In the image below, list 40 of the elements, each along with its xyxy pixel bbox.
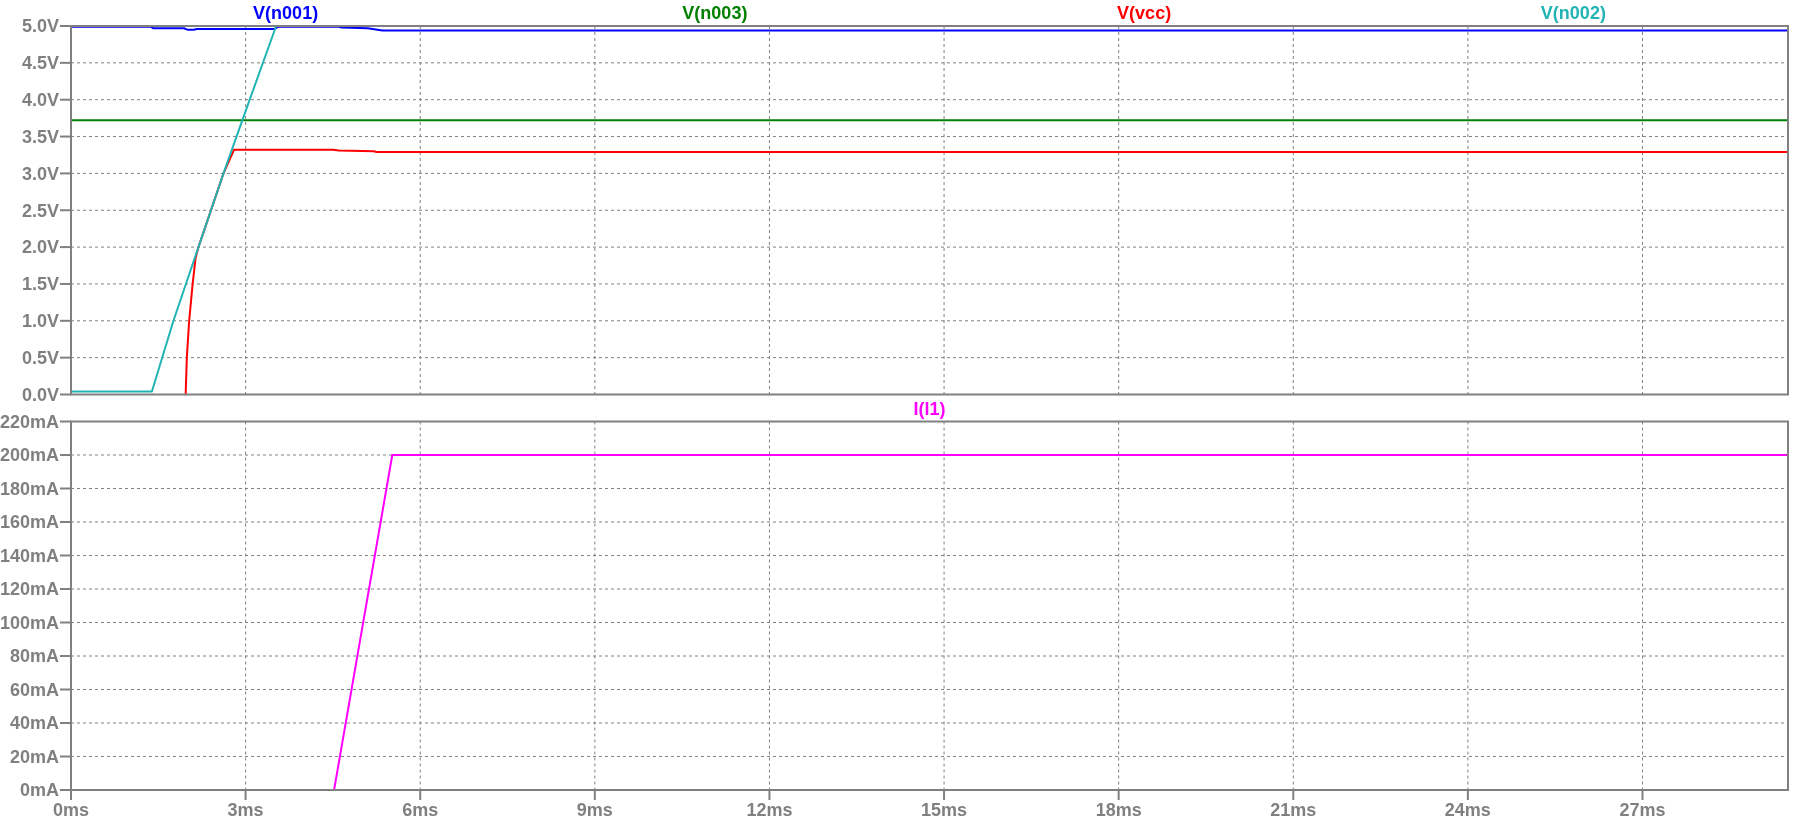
y-tick-label: 2.0V xyxy=(21,237,59,258)
y-tick-label: 1.5V xyxy=(21,274,59,295)
y-tick-label: 0mA xyxy=(19,780,59,801)
y-tick-label: 0.5V xyxy=(21,347,59,368)
y-tick-label: 1.0V xyxy=(21,311,59,332)
y-tick-label: 4.5V xyxy=(21,53,59,74)
y-tick-label: 120mA xyxy=(0,579,59,600)
y-tick-label: 200mA xyxy=(0,445,59,466)
x-tick-label: 21ms xyxy=(1270,800,1317,820)
y-tick-label: 60mA xyxy=(9,679,59,700)
y-tick-label: 4.0V xyxy=(21,90,59,110)
x-tick-label: 15ms xyxy=(921,800,968,820)
x-tick-label: 3ms xyxy=(227,800,264,820)
y-tick-label: 20mA xyxy=(9,746,59,767)
y-tick-label: 160mA xyxy=(0,512,59,533)
y-tick-label: 140mA xyxy=(0,545,59,566)
y-tick-label: 3.5V xyxy=(21,126,59,147)
line-series xyxy=(184,148,1789,396)
y-tick-label: 40mA xyxy=(9,713,59,734)
y-tick-label: 3.0V xyxy=(21,163,59,184)
y-tick-label: 220mA xyxy=(0,411,59,432)
y-tick-label: 80mA xyxy=(9,646,59,667)
text: V(n002) xyxy=(1540,3,1606,23)
series-label: V(n001) xyxy=(253,3,319,23)
x-tick-label: 9ms xyxy=(576,800,613,820)
text: I(l1) xyxy=(913,398,946,419)
x-tick-label: 24ms xyxy=(1444,800,1491,820)
y-tick-label: 100mA xyxy=(0,612,59,633)
x-tick-label: 18ms xyxy=(1095,800,1142,820)
text: V(n003) xyxy=(682,3,748,23)
x-tick-label: 27ms xyxy=(1619,800,1666,820)
text: V(vcc) xyxy=(1117,3,1172,23)
y-tick-label: 2.5V xyxy=(21,200,59,221)
x-tick-label: 0ms xyxy=(52,800,90,820)
x-tick-label: 6ms xyxy=(402,800,439,820)
y-tick-label: 5.0V xyxy=(21,16,59,37)
line-series xyxy=(70,25,277,393)
y-tick-label: 180mA xyxy=(0,478,59,499)
x-tick-label: 12ms xyxy=(746,800,793,820)
y-tick-label: 0.0V xyxy=(21,384,59,405)
